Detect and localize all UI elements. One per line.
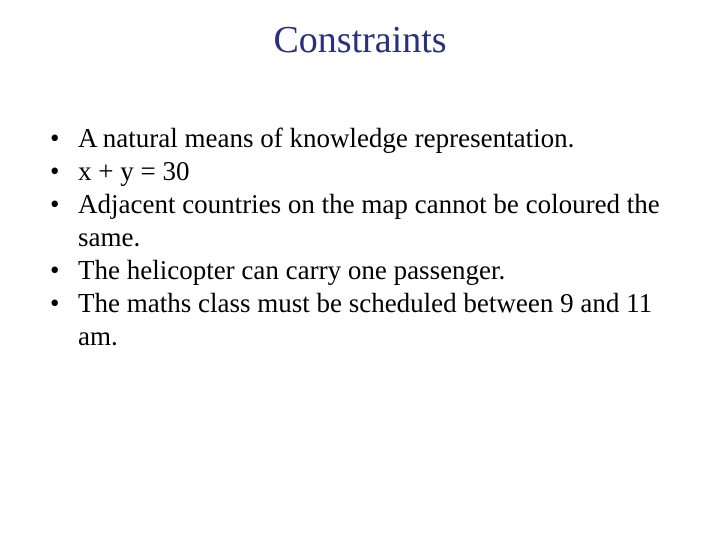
list-item: The maths class must be scheduled betwee… [50, 287, 680, 353]
list-item: The helicopter can carry one passenger. [50, 254, 680, 287]
list-item: A natural means of knowledge representat… [50, 122, 680, 155]
slide: Constraints A natural means of knowledge… [0, 0, 720, 540]
slide-title: Constraints [30, 18, 690, 62]
list-item: x + y = 30 [50, 155, 680, 188]
bullet-list: A natural means of knowledge representat… [30, 122, 690, 353]
list-item: Adjacent countries on the map cannot be … [50, 188, 680, 254]
